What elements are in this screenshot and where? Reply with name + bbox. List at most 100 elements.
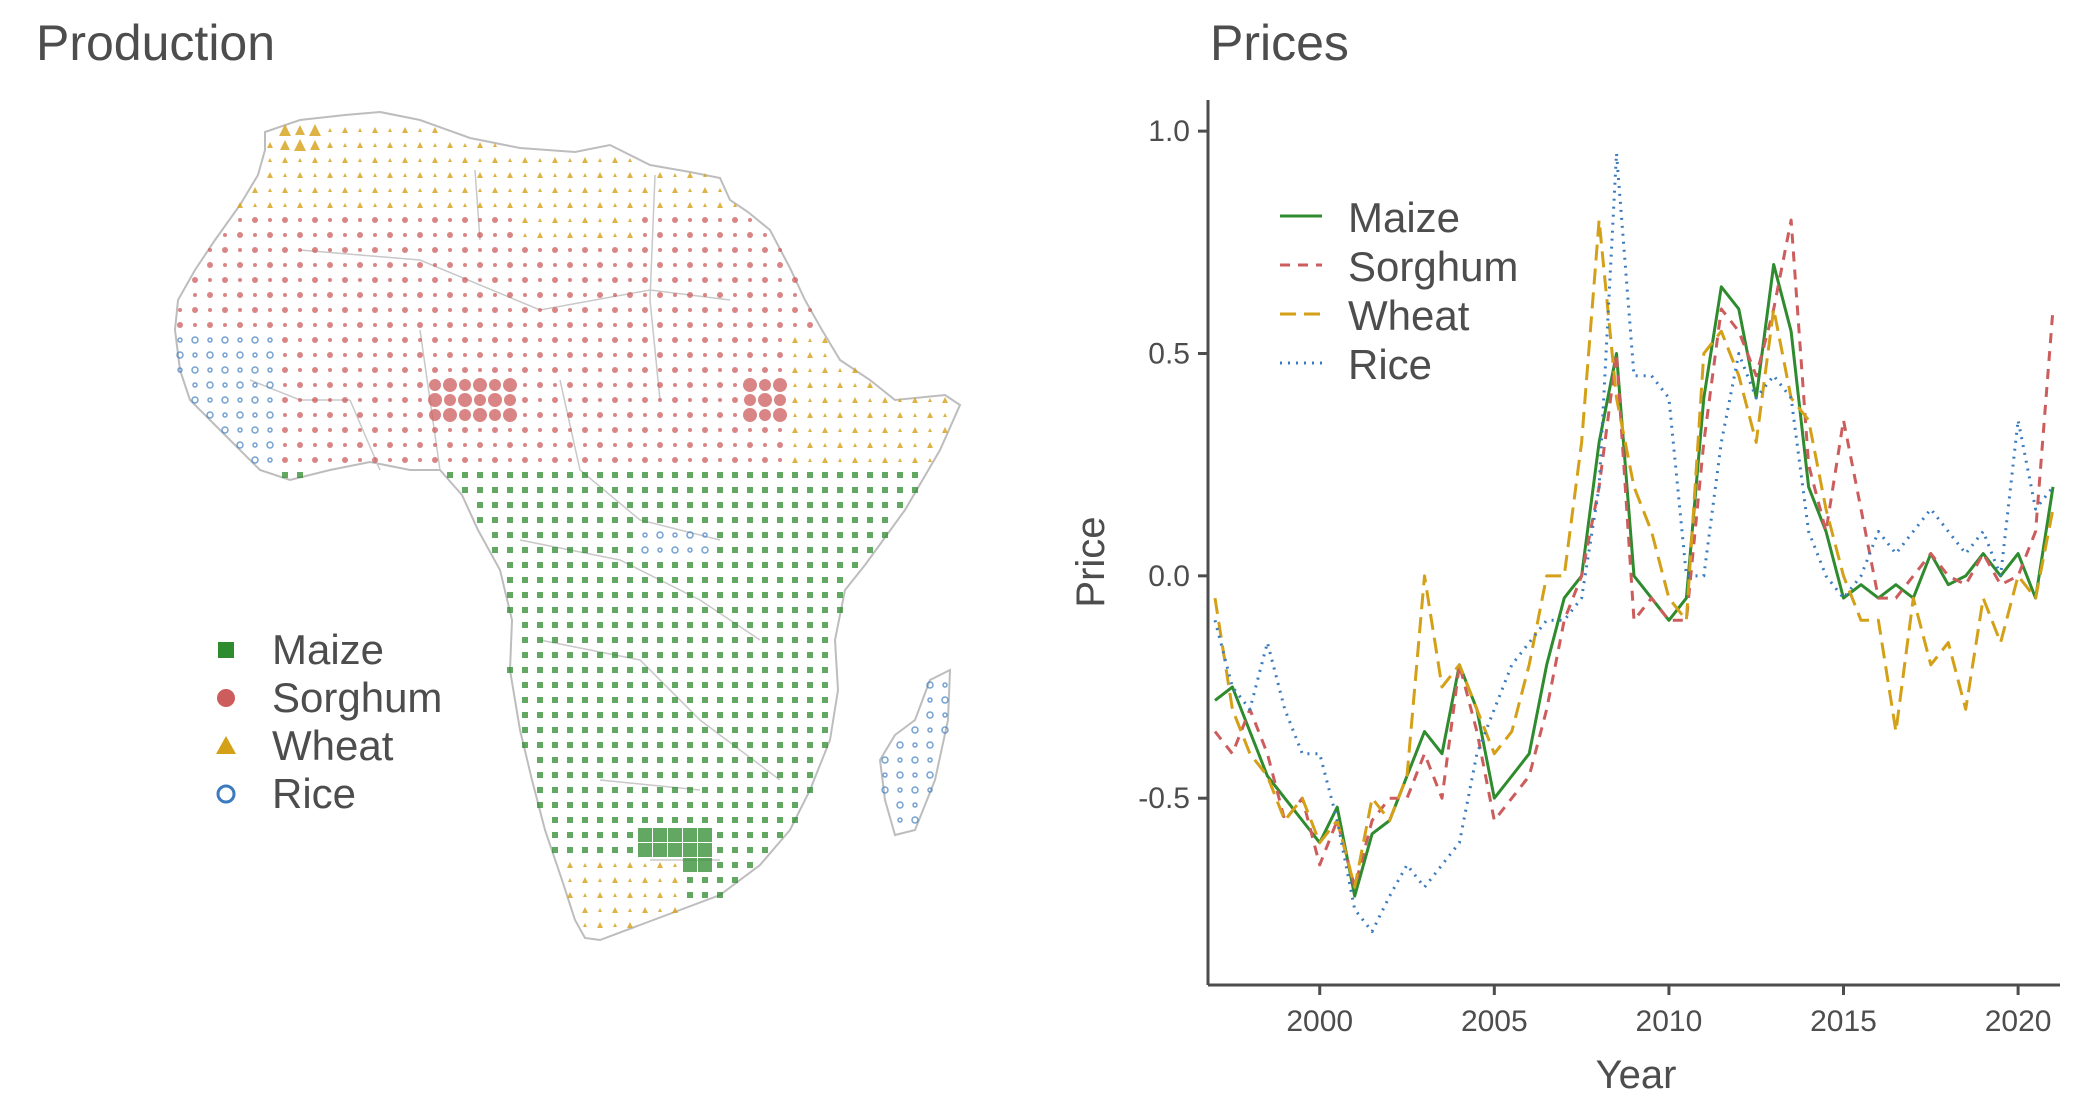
map-point-maize (807, 652, 813, 658)
prices-title: Prices (1210, 15, 1349, 71)
map-point-maize (522, 547, 528, 553)
map-point-sorghum (358, 428, 362, 432)
map-point-maize (672, 517, 678, 523)
map-point-sorghum (628, 338, 632, 342)
map-point-maize (687, 667, 693, 673)
map-point-maize (837, 487, 843, 493)
map-point-maize (612, 697, 618, 703)
map-point-rice (252, 382, 258, 388)
map-point-rice (222, 382, 228, 388)
map-point-wheat (657, 892, 663, 898)
map-point-maize (837, 577, 843, 583)
map-point-sorghum (688, 458, 692, 462)
map-point-sorghum (583, 263, 587, 267)
map-point-maize (627, 502, 633, 508)
map-point-maize (597, 682, 603, 688)
map-point-sorghum (773, 378, 787, 392)
map-point-sorghum (268, 278, 272, 282)
map-point-maize (537, 622, 543, 628)
legend-sorghum-marker (217, 689, 235, 707)
map-point-maize (657, 772, 663, 778)
map-point-sorghum (253, 263, 257, 267)
map-point-maize (837, 562, 843, 568)
map-point-maize (792, 487, 798, 493)
map-point-sorghum (327, 442, 333, 448)
map-point-maize (507, 667, 513, 673)
map-point-wheat (837, 442, 843, 448)
map-point-maize (522, 697, 528, 703)
map-point-maize (642, 622, 648, 628)
map-point-maize (747, 727, 753, 733)
map-point-wheat (582, 907, 588, 913)
map-point-sorghum (447, 352, 453, 358)
map-point-maize (672, 802, 678, 808)
map-point-maize (717, 667, 723, 673)
map-point-wheat (628, 878, 632, 882)
map-point-maize (717, 577, 723, 583)
map-point-sorghum (657, 442, 663, 448)
map-point-wheat (523, 173, 527, 177)
map-point-maize (777, 787, 783, 793)
map-point-sorghum (673, 443, 677, 447)
map-point-rice (926, 681, 934, 689)
map-point-maize (687, 637, 693, 643)
production-map: Maize Sorghum Wheat Rice (173, 110, 962, 942)
map-point-sorghum (777, 352, 783, 358)
map-point-maize (582, 592, 588, 598)
map-point-wheat (478, 158, 482, 162)
map-point-sorghum (418, 428, 422, 432)
map-point-maize (822, 637, 828, 643)
map-point-sorghum (658, 218, 662, 222)
map-point-maize (717, 742, 723, 748)
map-point-sorghum (448, 278, 452, 282)
map-point-sorghum (658, 248, 662, 252)
map-point-maize (657, 487, 663, 493)
price-series (1213, 151, 2055, 934)
map-point-sorghum (223, 293, 227, 297)
map-point-maize (522, 577, 528, 583)
map-point-maize (807, 787, 813, 793)
map-point-wheat (297, 202, 303, 208)
map-point-maize (747, 682, 753, 688)
map-point-sorghum (388, 368, 392, 372)
map-point-sorghum (313, 353, 317, 357)
map-point-sorghum (523, 443, 527, 447)
map-point-maize (747, 637, 753, 643)
map-point-sorghum (717, 232, 723, 238)
map-point-sorghum (253, 233, 257, 237)
map-point-wheat (417, 172, 423, 178)
map-point-sorghum (567, 262, 573, 268)
map-point-maize (477, 517, 483, 523)
map-point-sorghum (552, 337, 558, 343)
map-point-wheat (703, 203, 707, 207)
map-point-maize (612, 532, 618, 538)
map-point-maize (747, 487, 753, 493)
map-point-sorghum (743, 408, 757, 422)
map-point-maize (597, 697, 603, 703)
map-point-sorghum (598, 368, 602, 372)
map-point-maize (852, 547, 858, 553)
map-point-sorghum (507, 322, 513, 328)
x-tick-label: 2005 (1461, 1005, 1528, 1038)
map-point-wheat (507, 172, 513, 178)
map-point-sorghum (747, 292, 753, 298)
map-point-rice (896, 741, 904, 749)
map-point-sorghum (598, 338, 602, 342)
map-point-rice (942, 682, 948, 688)
map-point-maize (567, 817, 573, 823)
map-point-wheat (417, 202, 423, 208)
map-point-sorghum (388, 308, 392, 312)
map-point-maize (777, 727, 783, 733)
map-point-maize (762, 712, 768, 718)
map-point-sorghum (643, 383, 647, 387)
map-point-sorghum (432, 337, 438, 343)
map-point-sorghum (552, 307, 558, 313)
map-point-wheat (522, 217, 528, 223)
map-point-sorghum (523, 353, 527, 357)
map-point-maize (642, 637, 648, 643)
map-point-wheat (372, 187, 378, 193)
map-point-wheat (477, 202, 483, 208)
map-point-sorghum (328, 458, 332, 462)
map-point-wheat (838, 368, 842, 372)
map-point-rice (267, 337, 273, 343)
